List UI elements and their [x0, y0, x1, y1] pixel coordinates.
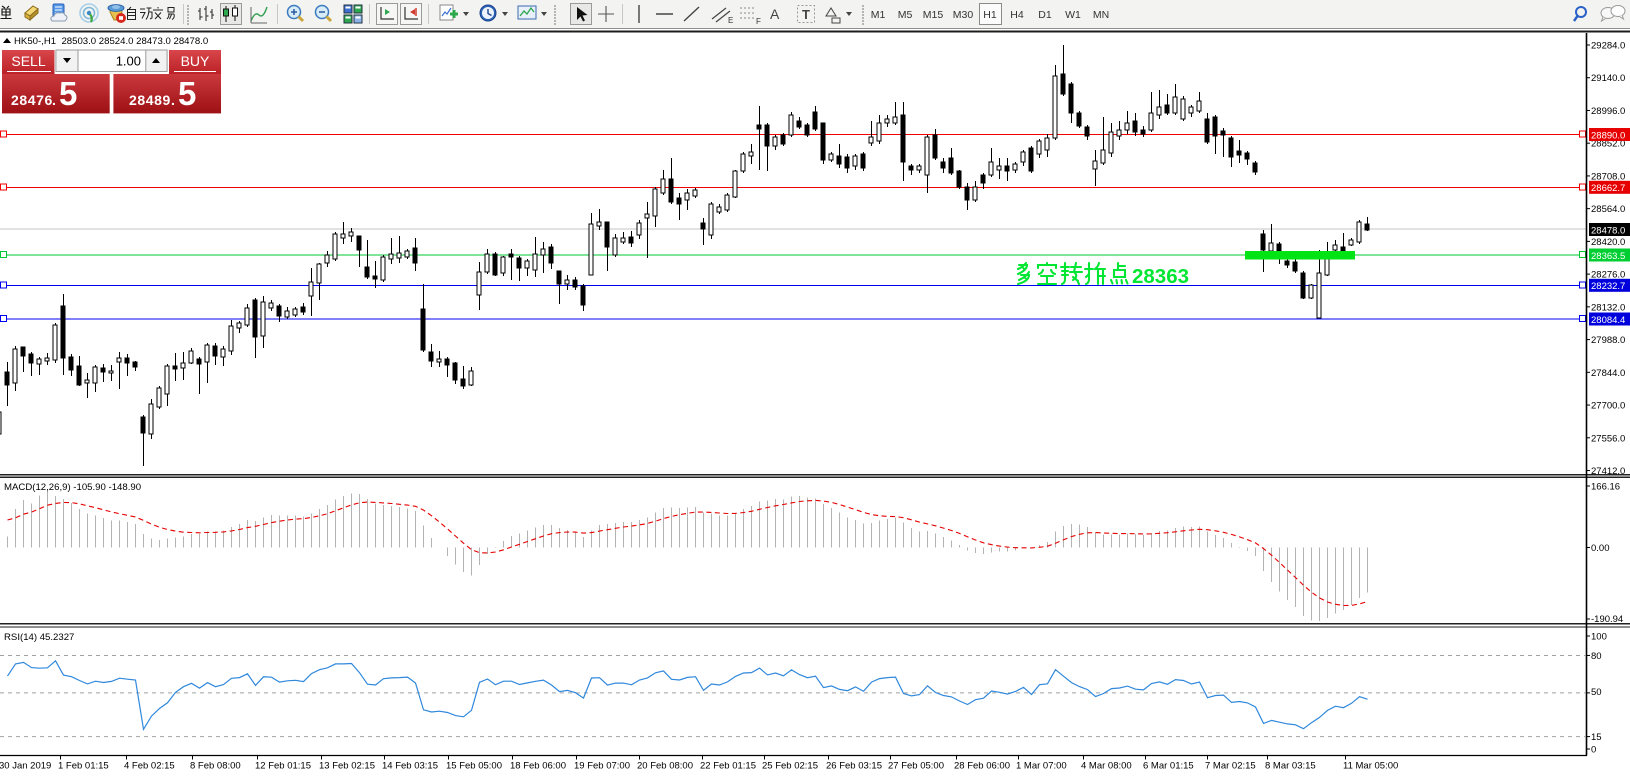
svg-text:29140.0: 29140.0: [1591, 73, 1625, 84]
svg-text:28564.0: 28564.0: [1591, 204, 1625, 215]
svg-text:13 Feb 02:15: 13 Feb 02:15: [319, 761, 375, 772]
svg-text:H1: H1: [983, 9, 997, 21]
svg-text:20 Feb 08:00: 20 Feb 08:00: [637, 761, 693, 772]
svg-text:28132.0: 28132.0: [1591, 302, 1625, 313]
svg-text:T: T: [802, 7, 810, 22]
svg-text:29284.0: 29284.0: [1591, 41, 1625, 52]
svg-text:MACD(12,26,9) -105.90 -148.90: MACD(12,26,9) -105.90 -148.90: [4, 482, 141, 493]
svg-text:100: 100: [1591, 632, 1607, 643]
svg-text:28 Feb 06:00: 28 Feb 06:00: [954, 761, 1010, 772]
svg-text:80: 80: [1591, 651, 1602, 662]
svg-text:HK50-,H1 28503.0 28524.0 2847: HK50-,H1 28503.0 28524.0 28473.0 28478.0: [14, 36, 208, 47]
svg-text:28708.0: 28708.0: [1591, 171, 1625, 182]
svg-text:28662.7: 28662.7: [1591, 183, 1625, 194]
svg-text:1.00: 1.00: [116, 54, 141, 69]
svg-text:BUY: BUY: [181, 53, 210, 69]
svg-text:D1: D1: [1038, 9, 1052, 21]
svg-text:.: .: [52, 92, 56, 108]
svg-text:12 Feb 01:15: 12 Feb 01:15: [255, 761, 311, 772]
svg-text:28476: 28476: [11, 92, 53, 108]
svg-text:28489: 28489: [129, 92, 171, 108]
svg-text:M30: M30: [953, 9, 974, 21]
svg-text:F: F: [756, 17, 761, 26]
svg-text:11 Mar 05:00: 11 Mar 05:00: [1343, 761, 1398, 772]
svg-text:28478.0: 28478.0: [1591, 225, 1625, 236]
svg-text:27844.0: 27844.0: [1591, 368, 1625, 379]
svg-text:14 Feb 03:15: 14 Feb 03:15: [382, 761, 438, 772]
svg-text:W1: W1: [1065, 9, 1081, 21]
svg-text:50: 50: [1591, 687, 1602, 698]
svg-text:5: 5: [59, 75, 77, 112]
svg-text:28363.5: 28363.5: [1591, 251, 1625, 262]
svg-text:15: 15: [1591, 732, 1602, 743]
svg-text:M15: M15: [923, 9, 944, 21]
svg-text:27700.0: 27700.0: [1591, 401, 1625, 412]
svg-text:1 Mar 07:00: 1 Mar 07:00: [1016, 761, 1067, 772]
svg-text:28890.0: 28890.0: [1591, 130, 1625, 141]
svg-text:1 Feb 01:15: 1 Feb 01:15: [58, 761, 109, 772]
svg-text:18 Feb 06:00: 18 Feb 06:00: [510, 761, 566, 772]
svg-text:M5: M5: [898, 9, 913, 21]
svg-text:15 Feb 05:00: 15 Feb 05:00: [446, 761, 502, 772]
svg-text:19 Feb 07:00: 19 Feb 07:00: [574, 761, 630, 772]
svg-text:27556.0: 27556.0: [1591, 433, 1625, 444]
svg-text:4 Feb 02:15: 4 Feb 02:15: [124, 761, 175, 772]
svg-text:0.00: 0.00: [1591, 543, 1610, 554]
svg-text:5: 5: [178, 75, 196, 112]
svg-text:7 Mar 02:15: 7 Mar 02:15: [1205, 761, 1256, 772]
svg-text:M1: M1: [871, 9, 886, 21]
svg-text:4 Mar 08:00: 4 Mar 08:00: [1081, 761, 1132, 772]
svg-text:28852.0: 28852.0: [1591, 139, 1625, 150]
svg-text:28420.0: 28420.0: [1591, 237, 1625, 248]
svg-text:H4: H4: [1010, 9, 1024, 21]
svg-text:26 Feb 03:15: 26 Feb 03:15: [826, 761, 882, 772]
svg-text:6 Mar 01:15: 6 Mar 01:15: [1143, 761, 1194, 772]
svg-text:28232.7: 28232.7: [1591, 281, 1625, 292]
svg-text:28084.4: 28084.4: [1591, 315, 1625, 326]
svg-text:28276.0: 28276.0: [1591, 270, 1625, 281]
svg-text:30 Jan 2019: 30 Jan 2019: [0, 761, 51, 772]
svg-text:A: A: [770, 6, 780, 22]
svg-text:-190.94: -190.94: [1591, 614, 1623, 625]
svg-text:27 Feb 05:00: 27 Feb 05:00: [888, 761, 944, 772]
svg-text:.: .: [171, 92, 175, 108]
svg-text:27412.0: 27412.0: [1591, 466, 1625, 477]
svg-text:166.16: 166.16: [1591, 482, 1620, 493]
svg-text:25 Feb 02:15: 25 Feb 02:15: [762, 761, 818, 772]
svg-text:SELL: SELL: [11, 53, 45, 69]
svg-text:0: 0: [1591, 745, 1596, 756]
svg-text:8 Feb 08:00: 8 Feb 08:00: [190, 761, 241, 772]
svg-text:27988.0: 27988.0: [1591, 335, 1625, 346]
svg-text:E: E: [728, 16, 733, 25]
svg-text:8 Mar 03:15: 8 Mar 03:15: [1265, 761, 1316, 772]
svg-text:22 Feb 01:15: 22 Feb 01:15: [700, 761, 756, 772]
svg-text:RSI(14) 45.2327: RSI(14) 45.2327: [4, 632, 74, 643]
svg-text:28996.0: 28996.0: [1591, 106, 1625, 117]
svg-text:28363: 28363: [1132, 265, 1189, 288]
svg-text:MN: MN: [1093, 9, 1109, 21]
